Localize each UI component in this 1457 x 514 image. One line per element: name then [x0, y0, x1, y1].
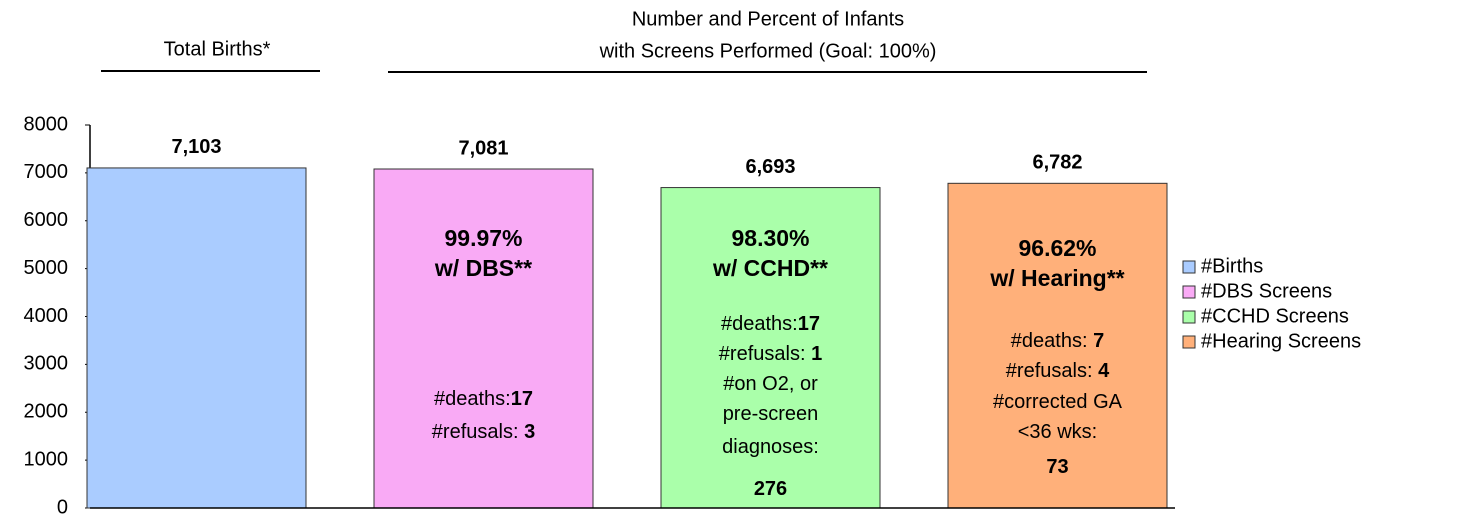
note-part: #deaths:: [1011, 330, 1093, 352]
value-label: 7,103: [171, 136, 221, 158]
bar-note: pre-screen: [723, 403, 819, 425]
note-part: pre-screen: [723, 403, 819, 425]
bar-note: #deaths:17: [721, 313, 820, 335]
note-part: 73: [1046, 456, 1068, 478]
bar: [947, 182, 1168, 509]
note-part: #corrected GA: [993, 391, 1123, 413]
legend-label: #Hearing Screens: [1201, 330, 1361, 352]
bar-headline: w/ Hearing**: [989, 265, 1124, 291]
note-part: 17: [798, 313, 820, 335]
note-part: 3: [524, 421, 535, 443]
legend-label: #Births: [1201, 255, 1263, 277]
value-label: 6,693: [745, 156, 795, 178]
y-tick-label: 8000: [24, 113, 69, 135]
legend-label: #CCHD Screens: [1201, 305, 1349, 327]
bar: [660, 187, 881, 509]
header: Total Births*: [164, 38, 271, 60]
note-part: 7: [1093, 330, 1104, 352]
note-part: #refusals:: [432, 421, 524, 443]
y-tick-label: 5000: [24, 257, 69, 279]
note-part: #deaths:: [434, 388, 511, 410]
legend-swatch: [1182, 260, 1196, 274]
header: Number and Percent of Infants: [632, 8, 904, 30]
bar-note: #refusals: 4: [1006, 360, 1110, 382]
y-tick-label: 0: [57, 496, 68, 514]
bar: [373, 168, 594, 509]
bar-note: 276: [754, 478, 787, 500]
bar-note: #deaths:17: [434, 388, 533, 410]
bar-headline: 96.62%: [1018, 235, 1096, 261]
value-label: 7,081: [458, 137, 508, 159]
bar-note: #on O2, or: [723, 373, 818, 395]
note-part: <36 wks:: [1018, 421, 1097, 443]
note-part: 1: [811, 343, 822, 365]
bar-headline: w/ CCHD**: [712, 255, 828, 281]
bar-headline: 98.30%: [731, 225, 809, 251]
bar-note: <36 wks:: [1018, 421, 1097, 443]
bar-note: #refusals: 1: [719, 343, 822, 365]
bar-headline: w/ DBS**: [434, 255, 532, 281]
bar-note: #refusals: 3: [432, 421, 535, 443]
note-part: 4: [1098, 360, 1110, 382]
y-tick-label: 7000: [24, 161, 69, 183]
value-label: 6,782: [1032, 152, 1082, 174]
bar-note: #deaths: 7: [1011, 330, 1104, 352]
bar-note: diagnoses:: [722, 436, 819, 458]
y-tick-label: 3000: [24, 353, 69, 375]
note-part: #deaths:: [721, 313, 798, 335]
note-part: #on O2, or: [723, 373, 818, 395]
note-part: diagnoses:: [722, 436, 819, 458]
bar-note: #corrected GA: [993, 391, 1123, 413]
note-part: 276: [754, 478, 787, 500]
header: with Screens Performed (Goal: 100%): [599, 40, 937, 62]
y-tick-label: 1000: [24, 448, 69, 470]
bar: [86, 167, 307, 509]
legend-swatch: [1182, 285, 1196, 299]
legend-swatch: [1182, 310, 1196, 324]
legend-label: #DBS Screens: [1201, 280, 1332, 302]
bar-note: 73: [1046, 456, 1068, 478]
y-tick-label: 2000: [24, 401, 69, 423]
y-tick-label: 6000: [24, 209, 69, 231]
note-part: 17: [511, 388, 533, 410]
legend-swatch: [1182, 335, 1196, 349]
bar-headline: 99.97%: [444, 225, 522, 251]
y-tick-label: 4000: [24, 305, 69, 327]
note-part: #refusals:: [719, 343, 811, 365]
note-part: #refusals:: [1006, 360, 1098, 382]
